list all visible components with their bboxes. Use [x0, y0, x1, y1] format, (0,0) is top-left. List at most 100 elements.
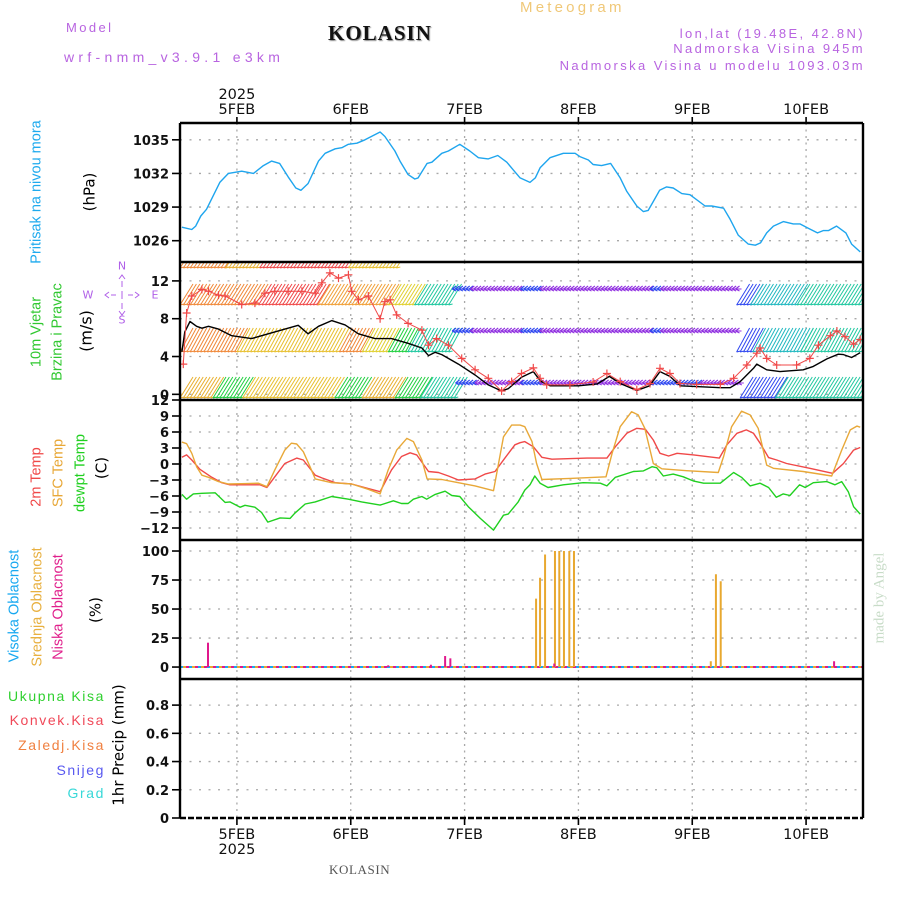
- wind-barb: [286, 376, 301, 399]
- wind-title-line1: 10m Vjetar: [28, 296, 45, 368]
- gust-marker: [656, 364, 664, 373]
- wind-barb: [832, 376, 847, 399]
- wind-barb: [180, 283, 194, 306]
- y-tick-label: −9: [149, 506, 169, 521]
- wind-barb: [382, 262, 388, 269]
- wind-barb: [248, 376, 263, 399]
- wind-barb: [763, 283, 778, 306]
- wind-barb: [321, 327, 336, 353]
- temp-2m-label: 2m Temp: [28, 447, 45, 507]
- wind-barb: [441, 283, 456, 306]
- y-tick-label: −6: [149, 490, 169, 505]
- compass-north: N: [117, 259, 127, 273]
- cloud-plot-area: [180, 551, 863, 669]
- wind-speed-line: [181, 319, 861, 392]
- wind-barb: [736, 327, 751, 353]
- wind-barb: [773, 283, 788, 306]
- wind-barb: [189, 283, 204, 306]
- wind-barb: [847, 283, 862, 306]
- wind-barb: [427, 283, 442, 306]
- station-title: KOLASIN: [328, 21, 432, 45]
- gust-marker: [692, 380, 701, 389]
- wind-barb: [252, 376, 267, 399]
- wind-barb: [770, 283, 785, 306]
- gust-marker: [197, 285, 206, 294]
- wind-barb: [753, 283, 768, 306]
- wind-barb: [823, 283, 838, 306]
- wind-barb: [774, 376, 789, 399]
- wind-barb: [317, 376, 332, 399]
- wind-barb: [404, 327, 419, 353]
- wind-barb: [241, 283, 255, 306]
- wind-barb-row: [180, 327, 863, 353]
- arrow-right-icon: [128, 291, 140, 299]
- gust-marker: [221, 292, 230, 300]
- wind-barb: [769, 327, 784, 353]
- gust-marker: [424, 341, 433, 350]
- wind-barb: [777, 283, 792, 306]
- wind-barb: [313, 376, 328, 399]
- x-tick-label-bottom: 7FEB: [446, 827, 483, 843]
- wind-barb: [235, 262, 241, 269]
- compass-east: E: [151, 288, 159, 302]
- wind-barb: [266, 376, 280, 399]
- wind-barb: [784, 283, 798, 306]
- gust-marker: [284, 287, 293, 296]
- wind-barb: [271, 283, 286, 306]
- wind-barb: [287, 327, 302, 353]
- wind-barb: [186, 262, 192, 269]
- gust-marker: [214, 291, 223, 300]
- wind-barb: [437, 327, 452, 353]
- wind-barb: [351, 376, 366, 399]
- wind-barb: [317, 283, 332, 306]
- wind-barb: [309, 283, 324, 306]
- wind-barb: [248, 262, 254, 269]
- lonlat-info: lon,lat (19.48E, 42.8N): [679, 26, 865, 41]
- wind-barb: [776, 327, 790, 353]
- gust-marker: [317, 278, 326, 287]
- wind-barb: [344, 262, 350, 269]
- gust-marker: [529, 363, 538, 372]
- wind-barb: [269, 262, 275, 269]
- y-tick-label: 50: [151, 603, 169, 618]
- wind-barb: [368, 262, 374, 269]
- pressure-title: Pritisak na nivou mora: [28, 120, 45, 264]
- wind-barb: [810, 283, 825, 306]
- wind-barb: [796, 327, 811, 353]
- wind-barb: [335, 327, 350, 353]
- gust-marker: [386, 295, 395, 304]
- wind-barb: [348, 262, 353, 269]
- wind-barb: [210, 262, 216, 269]
- x-tick-label-top: 5FEB: [219, 102, 256, 118]
- wind-barb: [782, 327, 797, 353]
- gust-marker: [364, 292, 373, 300]
- wind-barb: [250, 327, 265, 353]
- wind-barb: [846, 376, 861, 399]
- gust-marker: [204, 287, 213, 296]
- gust-marker: [404, 319, 413, 328]
- wind-barb: [334, 376, 349, 399]
- wind-barb: [220, 262, 226, 269]
- wind-barb: [296, 376, 311, 399]
- wind-barb: [307, 262, 312, 269]
- wind-barb: [334, 262, 340, 269]
- wind-barb: [385, 327, 400, 353]
- wind-barb: [789, 327, 804, 353]
- wind-barb: [300, 262, 306, 269]
- gust-marker: [772, 361, 781, 369]
- gust-marker: [536, 374, 545, 383]
- y-tick-label: 8: [160, 313, 169, 328]
- wind-barb: [242, 262, 248, 269]
- wind-barb: [227, 283, 242, 306]
- dewpoint-label: dewpt Temp: [72, 434, 89, 512]
- wind-barb: [424, 283, 439, 306]
- wind-barb: [327, 376, 342, 399]
- wind-barb: [739, 283, 754, 306]
- x-tick-label-bottom: 5FEB: [219, 827, 256, 843]
- wind-barb: [203, 327, 218, 353]
- wind-barb: [276, 376, 291, 399]
- wind-barb: [853, 382, 863, 399]
- wind-barb: [378, 262, 384, 269]
- wind-barb: [303, 262, 309, 269]
- compass-rose: N S W E: [80, 258, 165, 328]
